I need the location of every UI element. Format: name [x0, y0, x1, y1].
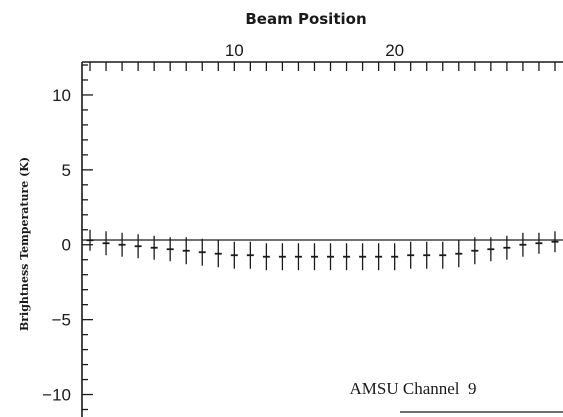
- data-point: [455, 240, 463, 268]
- data-point: [86, 229, 94, 251]
- data-point: [327, 243, 335, 271]
- x-tick-label: 10: [225, 41, 244, 60]
- data-point: [182, 237, 190, 265]
- y-axis-ticks: −10 −5 0 5 10: [42, 64, 93, 411]
- data-point: [503, 235, 511, 260]
- data-point: [198, 238, 206, 266]
- data-point: [230, 241, 238, 269]
- y-tick-label: 0: [62, 236, 71, 255]
- data-point: [278, 243, 286, 271]
- data-point: [487, 237, 495, 262]
- data-point: [134, 234, 142, 259]
- y-tick-label: −5: [52, 311, 71, 330]
- x-axis-title: Beam Position: [245, 10, 366, 28]
- data-point: [246, 241, 254, 269]
- data-point: [262, 243, 270, 271]
- y-tick-label: −10: [42, 386, 71, 405]
- data-point: [166, 237, 174, 262]
- data-point: [407, 241, 415, 269]
- data-point: [150, 235, 158, 260]
- channel-annotation: AMSU Channel 9: [349, 379, 476, 398]
- x-axis-ticks: 10 20: [89, 41, 556, 71]
- data-points: [86, 229, 559, 271]
- data-point: [359, 243, 367, 271]
- data-point: [118, 232, 126, 257]
- y-axis-title: Brightness Temperature (K): [18, 157, 31, 331]
- data-point: [375, 243, 383, 271]
- data-point: [551, 231, 559, 253]
- data-point: [391, 243, 399, 271]
- data-point: [519, 232, 527, 257]
- data-point: [535, 232, 543, 254]
- data-point: [102, 231, 110, 256]
- data-point: [471, 237, 479, 265]
- y-tick-label: 5: [62, 161, 71, 180]
- data-point: [343, 243, 351, 271]
- data-point: [310, 243, 318, 271]
- y-tick-label: 10: [52, 86, 71, 105]
- data-point: [214, 240, 222, 268]
- data-point: [423, 241, 431, 269]
- data-point: [294, 243, 302, 271]
- x-tick-label: 20: [385, 41, 404, 60]
- data-point: [439, 241, 447, 269]
